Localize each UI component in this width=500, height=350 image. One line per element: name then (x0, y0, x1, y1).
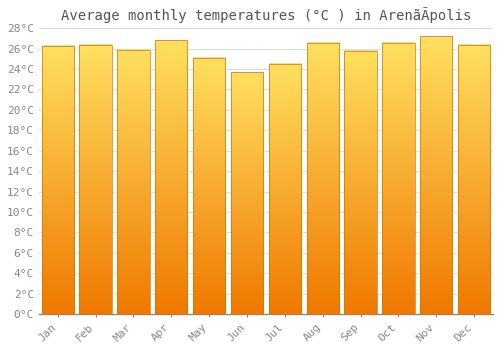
Bar (42, 46, 74, 314)
Bar (155, 41, 188, 314)
Title: Average monthly temperatures (°C ) in ArenãÃpolis: Average monthly temperatures (°C ) in Ar… (60, 7, 471, 23)
Bar (231, 72, 263, 314)
Bar (269, 64, 301, 314)
Bar (118, 50, 150, 314)
Bar (458, 44, 490, 314)
Bar (80, 44, 112, 314)
Bar (306, 42, 339, 314)
Bar (420, 36, 452, 314)
Bar (344, 51, 376, 314)
Bar (193, 58, 225, 314)
Bar (382, 42, 414, 314)
